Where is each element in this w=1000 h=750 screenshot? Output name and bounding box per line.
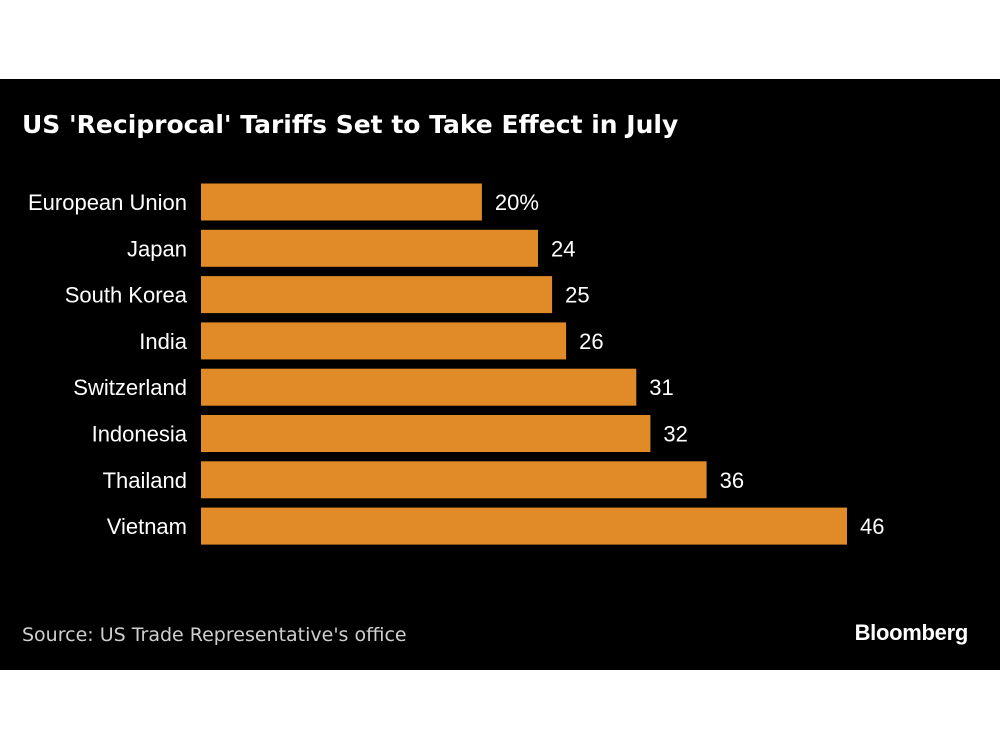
bar-south-korea	[201, 276, 553, 314]
category-label: Thailand	[103, 468, 187, 493]
category-label: South Korea	[65, 283, 188, 308]
bar-india	[201, 322, 567, 360]
bar-thailand	[201, 461, 707, 499]
bar-european-union	[201, 183, 482, 221]
value-label: 25	[565, 283, 589, 308]
value-label: 46	[860, 514, 884, 539]
bar-switzerland	[201, 368, 637, 406]
category-label: Vietnam	[107, 514, 187, 539]
value-label: 32	[663, 422, 687, 447]
category-label: Japan	[127, 236, 187, 261]
bar-indonesia	[201, 415, 651, 452]
value-label: 20%	[495, 190, 539, 215]
bar-japan	[201, 229, 538, 267]
category-label: Indonesia	[92, 422, 188, 447]
value-label: 36	[720, 468, 744, 493]
chart-title: US 'Reciprocal' Tariffs Set to Take Effe…	[22, 110, 679, 139]
category-label: European Union	[28, 190, 187, 215]
bloomberg-logo: Bloomberg	[854, 620, 969, 645]
category-label: Switzerland	[73, 375, 187, 400]
value-label: 26	[579, 329, 603, 354]
bar-vietnam	[201, 507, 847, 545]
category-label: India	[139, 329, 187, 354]
source-note: Source: US Trade Representative's office	[22, 624, 407, 646]
value-label: 24	[551, 236, 575, 261]
value-label: 31	[649, 375, 673, 400]
